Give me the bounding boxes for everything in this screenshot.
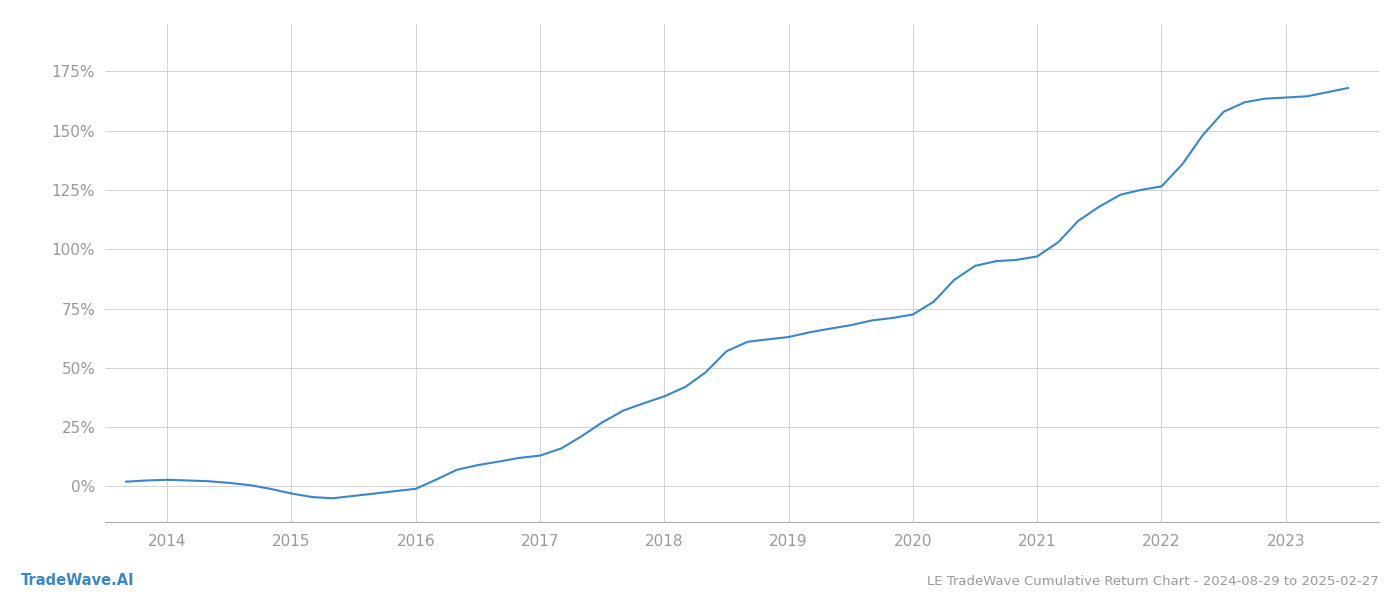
Text: LE TradeWave Cumulative Return Chart - 2024-08-29 to 2025-02-27: LE TradeWave Cumulative Return Chart - 2… (927, 575, 1379, 588)
Text: TradeWave.AI: TradeWave.AI (21, 573, 134, 588)
